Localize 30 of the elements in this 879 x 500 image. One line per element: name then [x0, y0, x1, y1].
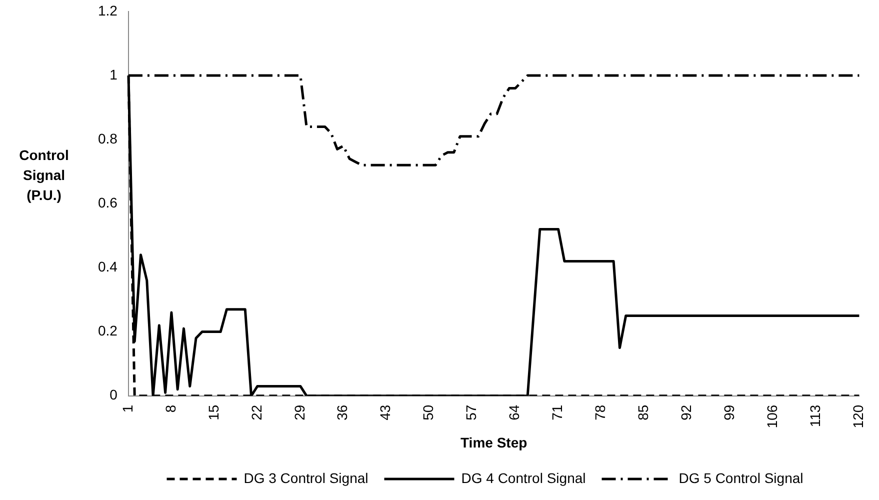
y-tick-label: 0.6: [98, 194, 118, 210]
x-tick-label: 99: [721, 404, 738, 420]
y-tick-label: 0: [110, 386, 118, 403]
x-tick-label: 92: [678, 404, 694, 420]
x-tick-label: 106: [764, 404, 780, 428]
y-tick-label: 0.4: [98, 258, 118, 275]
x-axis-title: Time Step: [460, 434, 528, 450]
x-tick-label: 71: [549, 404, 566, 420]
x-tick-label: 50: [420, 404, 436, 420]
x-tick-label: 113: [807, 404, 824, 428]
legend-label: DG 4 Control Signal: [461, 470, 586, 486]
x-tick-label: 120: [850, 404, 866, 428]
legend-label: DG 3 Control Signal: [244, 470, 368, 486]
x-tick-label: 1: [119, 404, 136, 413]
x-tick-label: 15: [205, 404, 222, 420]
y-axis-title: Control Signal (P.U.): [18, 146, 70, 205]
y-tick-label: 0.2: [98, 322, 118, 339]
x-tick-label: 29: [291, 404, 308, 420]
x-tick-label: 22: [248, 404, 264, 420]
x-tick-label: 36: [334, 404, 350, 420]
y-tick-label: 0.8: [98, 130, 118, 146]
x-tick-label: 57: [463, 404, 480, 420]
y-tick-label: 1.2: [98, 2, 118, 18]
x-tick-label: 78: [592, 404, 608, 420]
y-tick-label: 1: [110, 66, 118, 82]
x-tick-label: 85: [635, 404, 652, 420]
x-tick-label: 43: [377, 404, 394, 420]
x-tick-label: 64: [506, 404, 522, 420]
legend-label: DG 5 Control Signal: [678, 470, 804, 486]
x-tick-label: 8: [162, 404, 178, 413]
